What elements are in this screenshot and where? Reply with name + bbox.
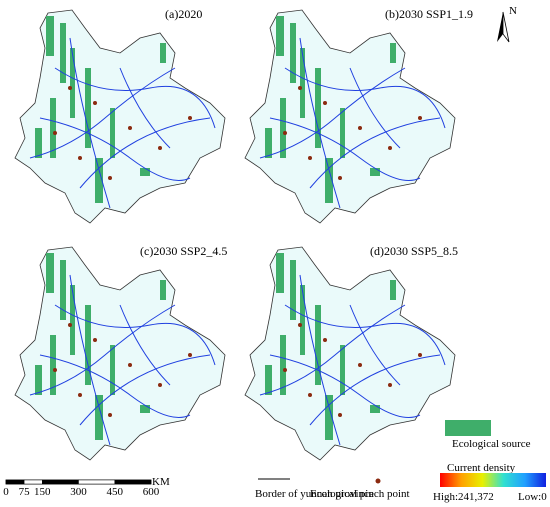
scale-unit: KM (152, 476, 170, 488)
scale-segment (42, 479, 79, 485)
scale-segment (78, 479, 115, 485)
panel-title: (d)2030 SSP5_8.5 (370, 244, 458, 258)
panel-title: (a)2020 (165, 7, 202, 21)
border-label: Border of yunnan province (255, 488, 374, 500)
density-high: High:241,372 (433, 491, 494, 503)
density-low: Low:0 (518, 491, 547, 503)
source-swatch (445, 420, 491, 436)
panel-d: (d)2030 SSP5_8.5 (244, 244, 458, 461)
scale-tick-label: 450 (107, 486, 124, 498)
panel-c: (c)2030 SSP2_4.5 (14, 244, 227, 461)
scale-tick-label: 75 (19, 486, 31, 498)
scale-segment (114, 479, 152, 485)
scale-bar: KM 0 75 150 300 450 600 (3, 476, 170, 498)
scale-segment (5, 479, 25, 485)
pinch-swatch (375, 478, 381, 484)
scale-tick-label: 150 (34, 486, 51, 498)
scale-tick-label: 600 (143, 486, 160, 498)
scale-tick-label: 0 (3, 486, 9, 498)
north-label: N (509, 5, 517, 17)
legend: Ecological source Current density High:2… (255, 420, 547, 503)
north-arrow: N (497, 5, 517, 43)
scale-tick-label: 300 (70, 486, 87, 498)
scale-segment (23, 479, 43, 485)
panel-a: (a)2020 (14, 7, 226, 224)
density-bar (440, 473, 546, 487)
source-label: Ecological source (452, 438, 531, 450)
density-title: Current density (447, 462, 516, 474)
panel-title: (b)2030 SSP1_1.9 (385, 7, 473, 21)
panel-title: (c)2030 SSP2_4.5 (140, 244, 227, 258)
pinch-label: Ecological pinch point (310, 488, 410, 500)
panel-b: (b)2030 SSP1_1.9 (244, 7, 473, 224)
